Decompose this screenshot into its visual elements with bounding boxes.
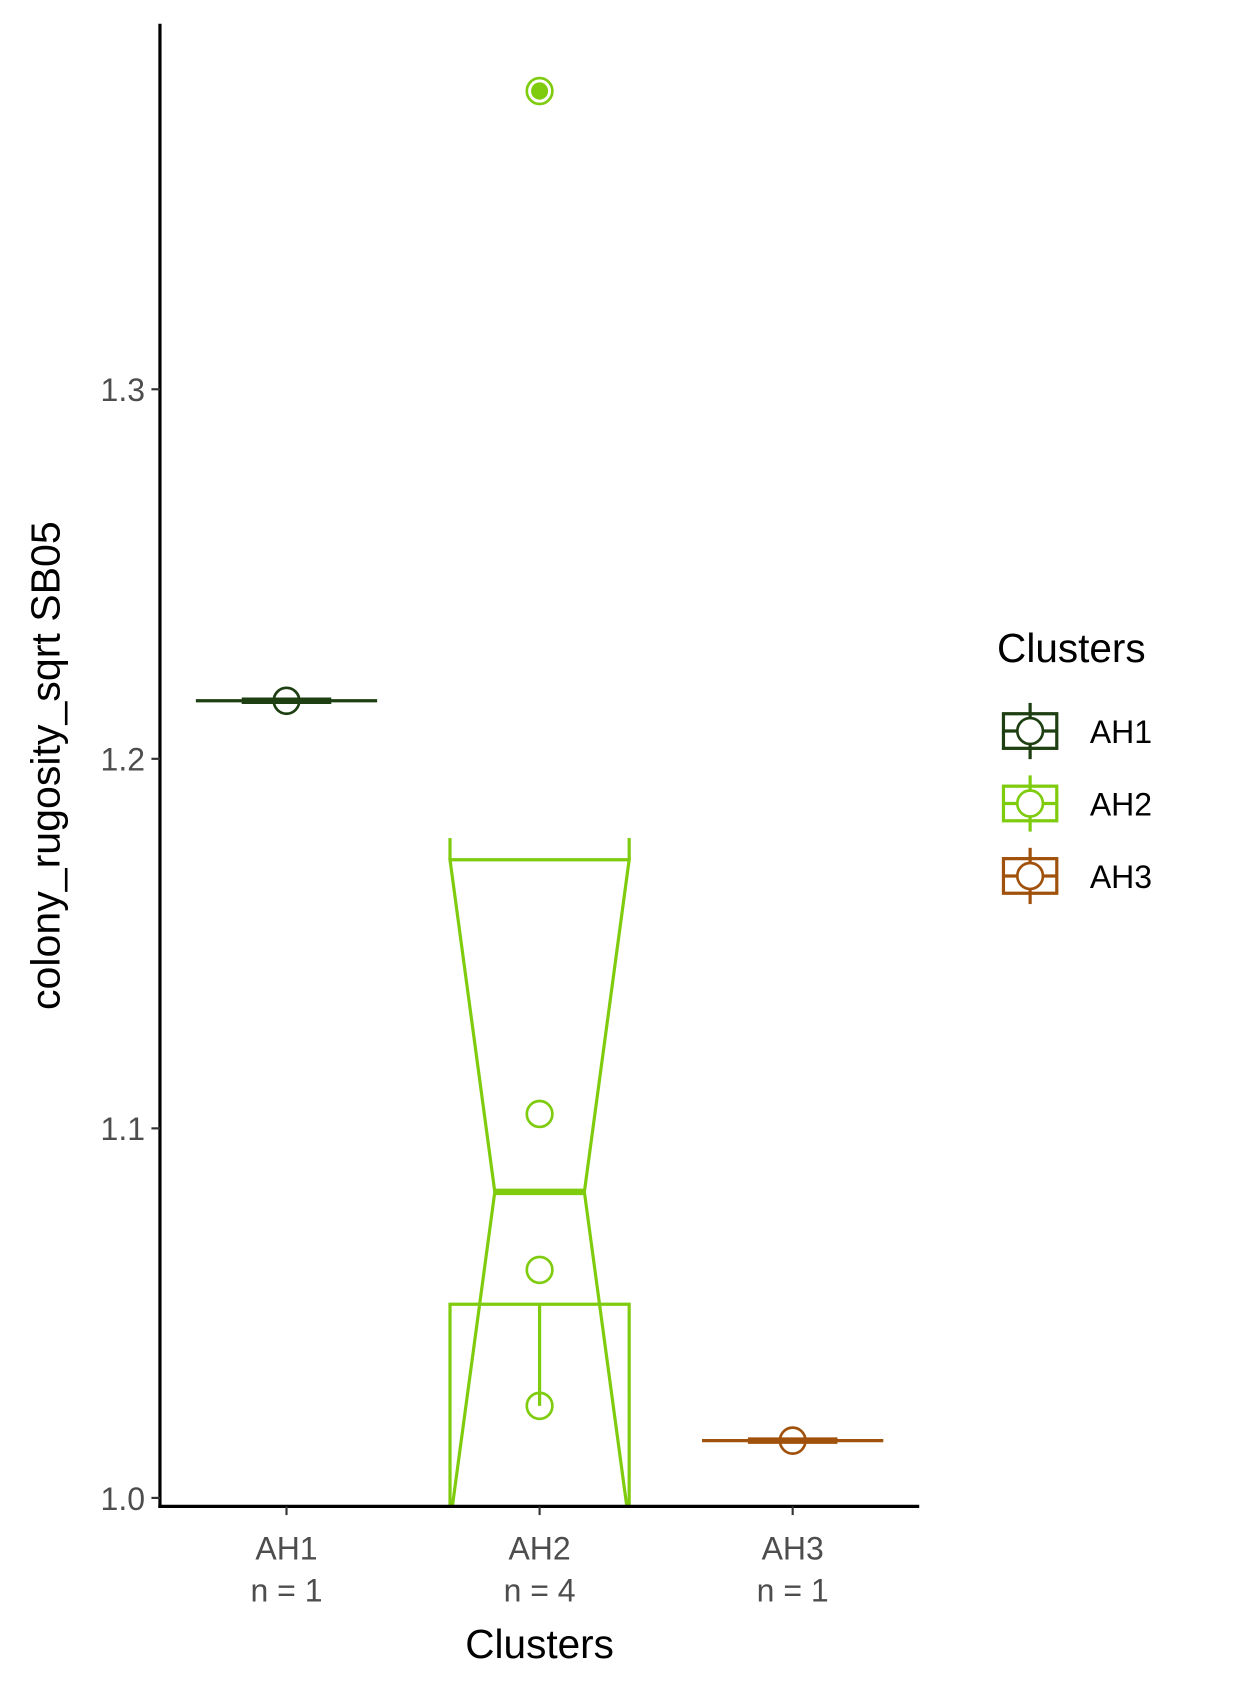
legend-label: AH2 bbox=[1090, 786, 1152, 822]
box-notch bbox=[448, 858, 631, 1507]
legend-key-point bbox=[1015, 716, 1045, 746]
point bbox=[778, 1426, 807, 1455]
y-tick-label: 1.2 bbox=[101, 742, 145, 778]
y-tick-label: 1.1 bbox=[101, 1111, 145, 1147]
outlier bbox=[531, 82, 549, 100]
point bbox=[525, 1255, 554, 1285]
x-tick-n: n = 1 bbox=[250, 1572, 322, 1608]
legend-key-point bbox=[1015, 861, 1045, 891]
y-axis-title: colony_rugosity_sqrt SB05 bbox=[23, 521, 69, 1010]
point bbox=[272, 686, 301, 716]
y-tick-label: 1.3 bbox=[101, 372, 145, 408]
point bbox=[525, 1391, 554, 1421]
x-tick-label: AH3 bbox=[762, 1530, 824, 1566]
point bbox=[525, 76, 554, 106]
legend-key-point bbox=[1015, 789, 1045, 818]
x-tick-n: n = 1 bbox=[757, 1572, 829, 1608]
x-tick-label: AH2 bbox=[508, 1530, 570, 1566]
y-tick-label: 1.0 bbox=[101, 1481, 145, 1517]
x-tick-label: AH1 bbox=[255, 1530, 317, 1566]
legend-label: AH3 bbox=[1090, 859, 1152, 895]
legend-title: Clusters bbox=[997, 625, 1146, 671]
point bbox=[525, 1099, 554, 1129]
x-tick-n: n = 4 bbox=[504, 1572, 576, 1608]
legend-label: AH1 bbox=[1090, 714, 1152, 750]
x-axis-title: Clusters bbox=[465, 1621, 614, 1667]
